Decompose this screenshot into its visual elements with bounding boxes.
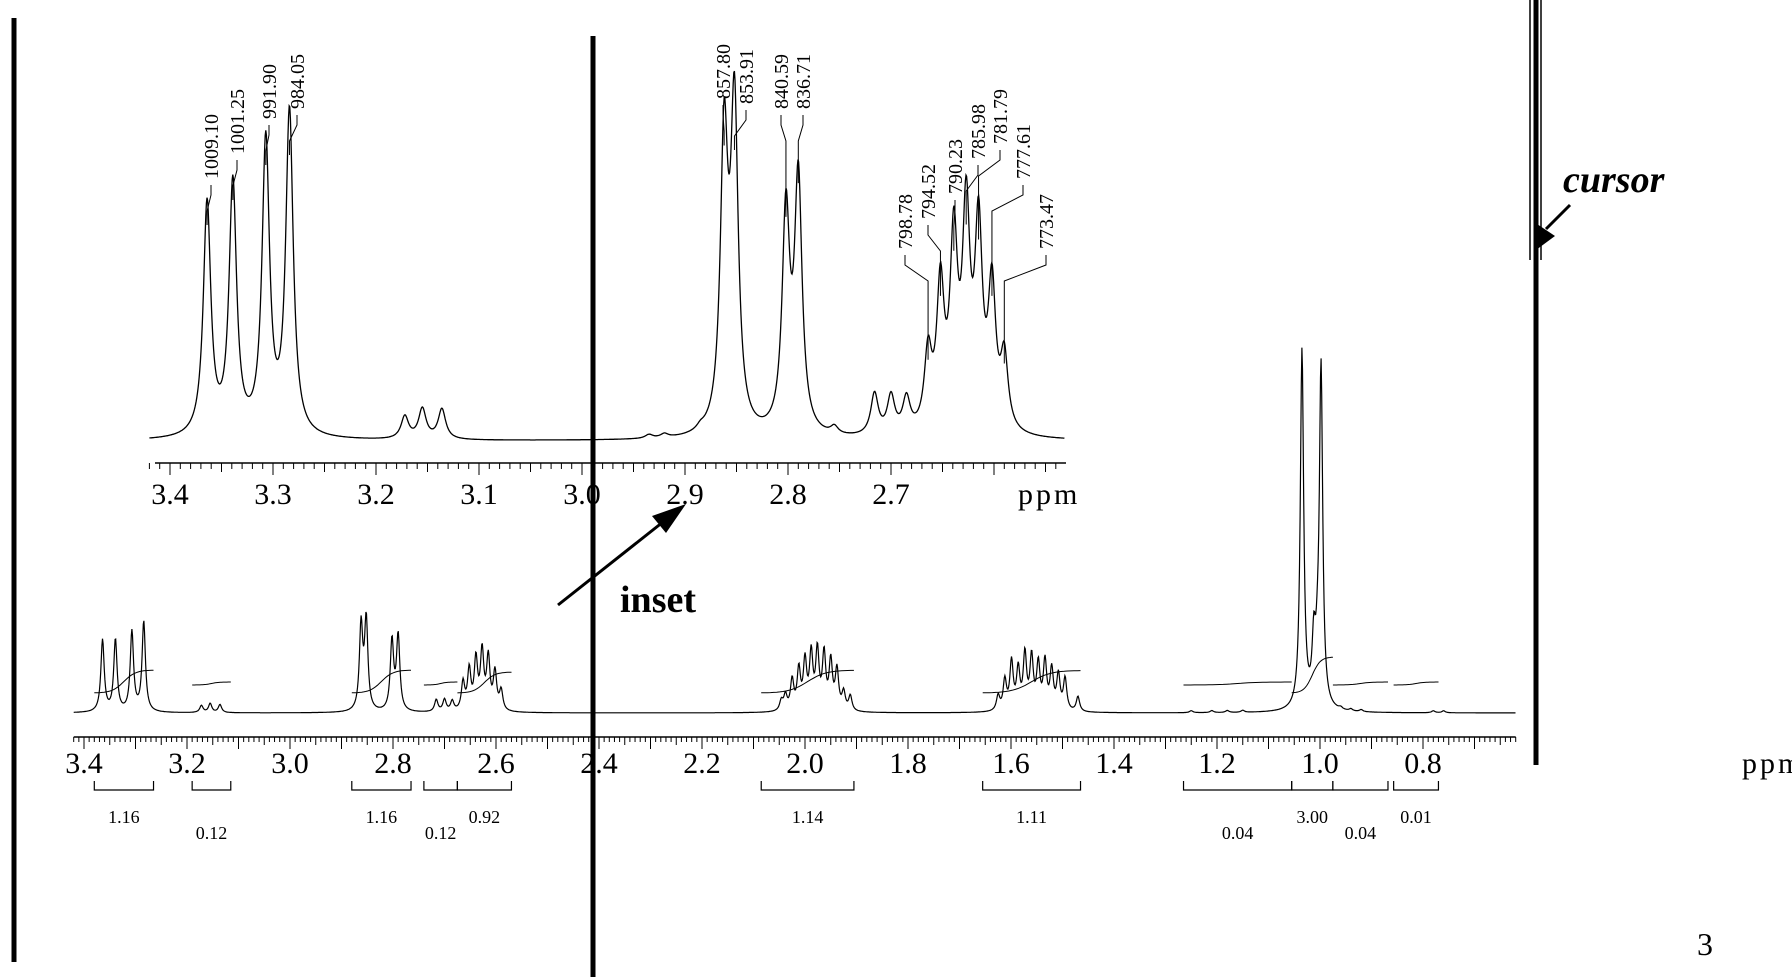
inset-x-axis-unit: ppm xyxy=(1018,478,1080,511)
peak-label-leader xyxy=(927,225,941,296)
peak-frequency-label: 857.80 xyxy=(713,44,735,99)
peak-label-leader xyxy=(722,105,725,146)
integral-value-label: 0.12 xyxy=(196,823,228,843)
integral-bracket xyxy=(1291,781,1334,791)
main-tick-label: 3.2 xyxy=(168,747,206,780)
main-tick-label: 3.0 xyxy=(271,747,309,780)
integral-value-label: 0.04 xyxy=(1222,823,1254,843)
integral-curve xyxy=(1332,681,1388,686)
peak-frequency-label: 777.61 xyxy=(1013,124,1035,179)
peak-label-leader xyxy=(288,115,298,155)
integral-value-label: 1.16 xyxy=(108,807,140,827)
integral-value-label: 1.14 xyxy=(792,807,824,827)
peak-frequency-label: 1009.10 xyxy=(201,114,223,179)
integral-value-label: 1.11 xyxy=(1016,807,1047,827)
peak-label-leader xyxy=(797,115,804,184)
main-tick-label: 2.6 xyxy=(477,747,515,780)
main-spectrum-plot: 3.4 3.2 3.0 2.8 2.6 2.4 2.2 2.0 1.8 1.6 1.4 1.2 1.0 0… xyxy=(65,347,1792,843)
integral-bracket xyxy=(351,781,412,791)
peak-label-leader xyxy=(991,185,1024,296)
inset-tick-label: 2.9 xyxy=(666,478,704,511)
inset-tick-label: 3.2 xyxy=(357,478,395,511)
cursor-annotation: cursor xyxy=(1563,159,1666,201)
integral-curve xyxy=(457,671,512,694)
main-x-axis-unit: ppm xyxy=(1742,747,1792,780)
main-tick-label: 3.4 xyxy=(65,747,103,780)
integral-bracket xyxy=(982,781,1082,791)
main-tick-label: 2.2 xyxy=(683,747,721,780)
peak-label-leader xyxy=(1003,255,1047,364)
peak-label-leader xyxy=(953,200,956,251)
integral-value-label: 3.00 xyxy=(1297,807,1329,827)
integral-bracket xyxy=(456,781,513,791)
main-tick-label: 1.6 xyxy=(992,747,1030,780)
main-tick-label: 1.0 xyxy=(1301,747,1339,780)
integral-value-label: 0.12 xyxy=(425,823,457,843)
integral-curve xyxy=(761,669,854,694)
integral-curve xyxy=(1393,681,1439,686)
peak-frequency-label: 785.98 xyxy=(968,104,990,159)
peak-frequency-label: 798.78 xyxy=(895,194,917,249)
main-tick-label: 1.4 xyxy=(1095,747,1133,780)
integral-value-label: 1.16 xyxy=(366,807,398,827)
integral-bracket xyxy=(760,781,855,791)
page-number: 3 xyxy=(1697,926,1713,962)
integral-value-label: 0.04 xyxy=(1345,823,1377,843)
integral-curve xyxy=(982,670,1081,694)
peak-frequency-label: 1001.25 xyxy=(227,89,249,154)
main-tick-label: 1.2 xyxy=(1198,747,1236,780)
inset-arrow xyxy=(557,504,686,607)
integral-value-label: 0.92 xyxy=(469,807,501,827)
peak-frequency-label: 773.47 xyxy=(1036,194,1058,249)
integral-bracket xyxy=(423,781,458,791)
peak-frequency-label: 794.52 xyxy=(918,164,940,219)
peak-frequency-label: 984.05 xyxy=(287,54,309,109)
peak-label-leader xyxy=(733,110,747,150)
inset-annotation: inset xyxy=(620,579,696,621)
integral-bracket xyxy=(93,781,155,791)
peak-frequency-label: 781.79 xyxy=(990,89,1012,144)
peak-label-leader xyxy=(904,255,929,360)
peak-label-leader xyxy=(780,115,787,217)
inset-tick-label: 2.7 xyxy=(872,478,910,511)
main-tick-label: 2.4 xyxy=(580,747,618,780)
inset-spectrum-trace xyxy=(149,70,1065,441)
integral-curve xyxy=(423,681,458,686)
integral-bracket xyxy=(1182,781,1293,791)
integral-curve xyxy=(351,669,412,694)
peak-label-leader xyxy=(265,125,270,165)
main-spectrum-trace xyxy=(73,347,1516,714)
inset-tick-label: 2.8 xyxy=(769,478,807,511)
peak-label-leader xyxy=(232,160,238,200)
integral-curve xyxy=(192,681,231,686)
inset-tick-label: 3.4 xyxy=(151,478,189,511)
main-tick-label: 0.8 xyxy=(1404,747,1442,780)
integral-bracket xyxy=(191,781,232,791)
integral-value-label: 0.01 xyxy=(1400,807,1432,827)
integral-curve xyxy=(94,669,154,694)
integral-curve xyxy=(1291,656,1333,694)
peak-frequency-label: 840.59 xyxy=(771,54,793,109)
integral-curve xyxy=(1183,681,1292,686)
peak-frequency-label: 836.71 xyxy=(793,54,815,109)
integral-bracket xyxy=(1393,781,1440,791)
peak-frequency-label: 790.23 xyxy=(945,139,967,194)
peak-label-leader xyxy=(965,165,979,225)
inset-tick-label: 3.3 xyxy=(254,478,292,511)
inset-tick-label: 3.1 xyxy=(460,478,498,511)
main-tick-label: 2.8 xyxy=(374,747,412,780)
cursor-arrow xyxy=(1534,203,1572,250)
peak-frequency-label: 991.90 xyxy=(259,64,281,119)
peak-label-leader xyxy=(206,185,212,225)
peak-frequency-label: 853.91 xyxy=(736,49,758,104)
peak-label-leader xyxy=(978,150,1001,240)
integral-bracket xyxy=(1332,781,1389,791)
main-tick-label: 2.0 xyxy=(786,747,824,780)
main-tick-label: 1.8 xyxy=(889,747,927,780)
